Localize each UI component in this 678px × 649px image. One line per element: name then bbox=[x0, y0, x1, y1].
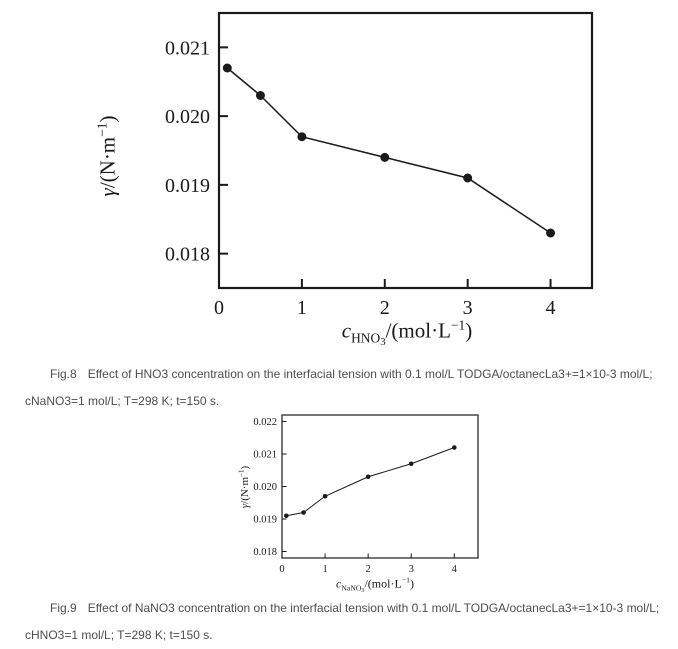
fig8-caption: Fig.8 Effect of HNO3 concentration on the… bbox=[25, 367, 675, 409]
fig8-chart: 0 1 2 3 4 0.018 0.019 0.020 0.021 γ/(N·m−1) cHNO… bbox=[94, 11, 594, 349]
svg-text:0.019: 0.019 bbox=[165, 175, 210, 197]
fig8-x-axis-label: cHNO3/(mol·L−1) bbox=[341, 317, 473, 349]
svg-text:2: 2 bbox=[366, 564, 371, 575]
svg-text:3: 3 bbox=[463, 297, 473, 319]
fig8-caption-line2: cNaNO3=1 mol/L; T=298 K; t=150 s. bbox=[25, 394, 220, 408]
svg-text:0.018: 0.018 bbox=[165, 244, 210, 266]
fig8-plot-canvas: 0 1 2 3 4 0.018 0.019 0.020 0.021 bbox=[165, 11, 594, 319]
fig9-label: Fig.9 bbox=[50, 601, 77, 615]
fig9-caption-line2: cHNO3=1 mol/L; T=298 K; t=150 s. bbox=[25, 628, 213, 642]
svg-text:0.021: 0.021 bbox=[165, 37, 210, 59]
svg-text:3: 3 bbox=[409, 564, 414, 575]
fig8-label: Fig.8 bbox=[50, 367, 77, 381]
fig9-y-axis-label: γ/(N·m−1) bbox=[237, 465, 251, 509]
fig9-chart: 0 1 2 3 4 0.018 0.019 0.020 0.021 0.022 γ/(N·m−1)… bbox=[0, 408, 678, 603]
fig9-caption: Fig.9 Effect of NaNO3 concentration on th… bbox=[25, 601, 675, 643]
svg-text:4: 4 bbox=[452, 564, 458, 575]
svg-text:0.020: 0.020 bbox=[253, 482, 277, 493]
fig9-caption-line1: Fig.9 Effect of NaNO3 concentration on th… bbox=[25, 601, 675, 616]
svg-text:0.018: 0.018 bbox=[253, 547, 277, 558]
svg-text:0.021: 0.021 bbox=[253, 450, 277, 461]
svg-text:1: 1 bbox=[297, 297, 307, 319]
svg-text:0: 0 bbox=[214, 297, 224, 319]
svg-text:0.019: 0.019 bbox=[253, 515, 277, 526]
fig8-caption-text: Effect of HNO3 concentration on the inte… bbox=[87, 367, 653, 381]
fig9-caption-text: Effect of NaNO3 concentration on the int… bbox=[87, 601, 660, 615]
fig9-x-axis-label: cNaNO3/(mol·L−1) bbox=[336, 575, 414, 595]
gamma-symbol: γ bbox=[239, 503, 251, 509]
concentration-symbol: c bbox=[341, 318, 352, 343]
fig8-caption-line1: Fig.8 Effect of HNO3 concentration on the… bbox=[25, 367, 675, 382]
fig8-y-axis-label: γ/(N·m−1) bbox=[94, 115, 120, 197]
svg-text:2: 2 bbox=[380, 297, 390, 319]
svg-text:0: 0 bbox=[279, 564, 284, 575]
svg-text:0.020: 0.020 bbox=[165, 106, 210, 128]
svg-text:0.022: 0.022 bbox=[253, 417, 277, 428]
svg-text:1: 1 bbox=[322, 564, 327, 575]
gamma-symbol: γ bbox=[95, 188, 120, 197]
fig9-plot-canvas: 0 1 2 3 4 0.018 0.019 0.020 0.021 0.022 bbox=[253, 414, 479, 575]
concentration-symbol: c bbox=[336, 576, 342, 591]
svg-text:4: 4 bbox=[546, 297, 556, 319]
